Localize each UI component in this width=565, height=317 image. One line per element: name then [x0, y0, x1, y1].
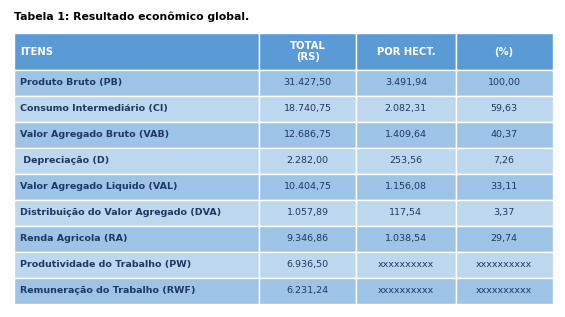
Text: Renda Agricola (RA): Renda Agricola (RA): [20, 234, 127, 243]
Text: 9.346,86: 9.346,86: [286, 234, 329, 243]
Text: 12.686,75: 12.686,75: [284, 130, 332, 139]
Text: 1.038,54: 1.038,54: [385, 234, 427, 243]
Text: 33,11: 33,11: [490, 182, 518, 191]
Text: Produtividade do Trabalho (PW): Produtividade do Trabalho (PW): [20, 260, 191, 269]
Text: 3.491,94: 3.491,94: [385, 78, 427, 87]
Text: 2.282,00: 2.282,00: [286, 156, 329, 165]
Text: xxxxxxxxxx: xxxxxxxxxx: [378, 260, 434, 269]
Text: xxxxxxxxxx: xxxxxxxxxx: [378, 286, 434, 295]
Text: 6.936,50: 6.936,50: [286, 260, 329, 269]
Text: xxxxxxxxxx: xxxxxxxxxx: [476, 260, 532, 269]
Text: 31.427,50: 31.427,50: [284, 78, 332, 87]
Text: POR HECT.: POR HECT.: [376, 47, 435, 56]
Text: Consumo Intermediário (CI): Consumo Intermediário (CI): [20, 104, 168, 113]
Text: 3,37: 3,37: [493, 208, 515, 217]
Text: Produto Bruto (PB): Produto Bruto (PB): [20, 78, 122, 87]
Text: 2.082,31: 2.082,31: [385, 104, 427, 113]
Text: Valor Agregado Bruto (VAB): Valor Agregado Bruto (VAB): [20, 130, 169, 139]
Text: 1.057,89: 1.057,89: [286, 208, 329, 217]
Text: Tabela 1: Resultado econômico global.: Tabela 1: Resultado econômico global.: [14, 11, 249, 22]
Text: 40,37: 40,37: [490, 130, 518, 139]
Text: 253,56: 253,56: [389, 156, 423, 165]
Text: 100,00: 100,00: [488, 78, 520, 87]
Text: Remuneração do Trabalho (RWF): Remuneração do Trabalho (RWF): [20, 286, 195, 295]
Text: 29,74: 29,74: [490, 234, 518, 243]
Text: 1.409,64: 1.409,64: [385, 130, 427, 139]
Text: 59,63: 59,63: [490, 104, 518, 113]
Text: 117,54: 117,54: [389, 208, 423, 217]
Text: 10.404,75: 10.404,75: [284, 182, 332, 191]
Text: 6.231,24: 6.231,24: [286, 286, 329, 295]
Text: TOTAL
(RS): TOTAL (RS): [290, 41, 325, 62]
Text: Distribuição do Valor Agregado (DVA): Distribuição do Valor Agregado (DVA): [20, 208, 221, 217]
Text: xxxxxxxxxx: xxxxxxxxxx: [476, 286, 532, 295]
Text: 1.156,08: 1.156,08: [385, 182, 427, 191]
Text: Depreciação (D): Depreciação (D): [20, 156, 109, 165]
Text: 7,26: 7,26: [494, 156, 515, 165]
Text: (%): (%): [494, 47, 514, 56]
Text: Valor Agregado Liquido (VAL): Valor Agregado Liquido (VAL): [20, 182, 177, 191]
Text: 18.740,75: 18.740,75: [284, 104, 332, 113]
Text: ITENS: ITENS: [20, 47, 53, 56]
